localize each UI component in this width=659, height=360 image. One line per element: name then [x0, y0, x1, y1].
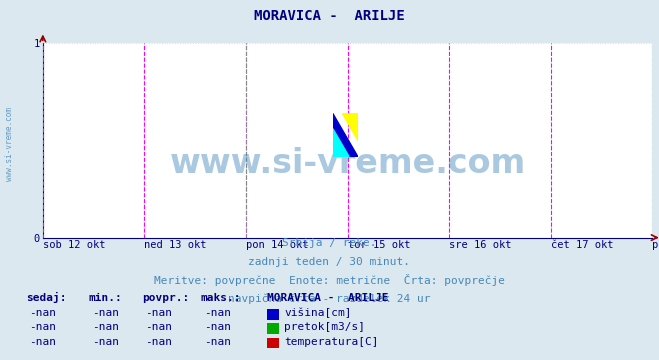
Text: sedaj:: sedaj: — [26, 292, 67, 303]
Text: www.si-vreme.com: www.si-vreme.com — [5, 107, 14, 181]
Text: min.:: min.: — [89, 293, 123, 303]
Text: -nan: -nan — [145, 308, 171, 318]
Text: temperatura[C]: temperatura[C] — [284, 337, 378, 347]
Text: pretok[m3/s]: pretok[m3/s] — [284, 323, 365, 333]
Text: Srbija / reke.: Srbija / reke. — [282, 238, 377, 248]
Text: Meritve: povprečne  Enote: metrične  Črta: povprečje: Meritve: povprečne Enote: metrične Črta:… — [154, 274, 505, 287]
Text: -nan: -nan — [30, 337, 56, 347]
Text: www.si-vreme.com: www.si-vreme.com — [169, 147, 526, 180]
Text: maks.:: maks.: — [201, 293, 241, 303]
Text: zadnji teden / 30 minut.: zadnji teden / 30 minut. — [248, 257, 411, 267]
Text: -nan: -nan — [30, 323, 56, 333]
Text: -nan: -nan — [92, 337, 119, 347]
Text: -nan: -nan — [92, 323, 119, 333]
Text: navpična črta - razdelek 24 ur: navpična črta - razdelek 24 ur — [228, 294, 431, 305]
Polygon shape — [333, 113, 358, 157]
Text: višina[cm]: višina[cm] — [284, 308, 351, 318]
Text: -nan: -nan — [92, 308, 119, 318]
Polygon shape — [341, 113, 358, 141]
Text: povpr.:: povpr.: — [142, 293, 189, 303]
Text: MORAVICA -  ARILJE: MORAVICA - ARILJE — [254, 9, 405, 23]
Text: -nan: -nan — [145, 323, 171, 333]
Text: -nan: -nan — [204, 308, 231, 318]
Text: -nan: -nan — [145, 337, 171, 347]
Text: -nan: -nan — [204, 337, 231, 347]
Text: -nan: -nan — [204, 323, 231, 333]
Text: -nan: -nan — [30, 308, 56, 318]
Polygon shape — [333, 129, 349, 157]
Text: MORAVICA -  ARILJE: MORAVICA - ARILJE — [267, 293, 388, 303]
